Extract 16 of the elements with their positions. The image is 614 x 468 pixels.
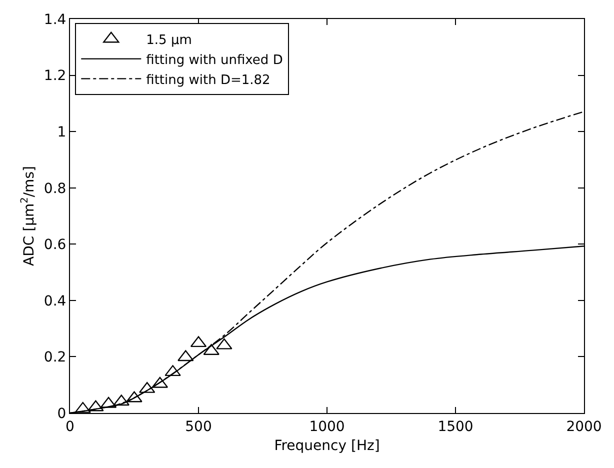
y-tick-label: 1.2 [44,68,66,84]
x-tick-label: 2000 [566,418,602,435]
x-tick-label: 1500 [438,418,474,435]
legend-label: 1.5 μm [146,32,192,48]
x-tick-label: 500 [185,418,212,435]
y-tick-label: 1 [57,124,66,140]
y-tick-label: 0.8 [44,180,66,197]
y-tick-label: 1.4 [44,12,66,28]
legend-label: fitting with unfixed D [146,52,283,68]
y-tick-label: 0.2 [44,350,66,366]
y-tick-label: 0 [57,406,66,422]
legend-label: fitting with D=1.82 [146,72,270,88]
x-axis-title: Frequency [Hz] [274,438,380,454]
x-tick-label: 1000 [309,418,345,435]
y-tick-label: 0.6 [44,237,66,254]
y-tick-label: 0.4 [44,293,66,310]
